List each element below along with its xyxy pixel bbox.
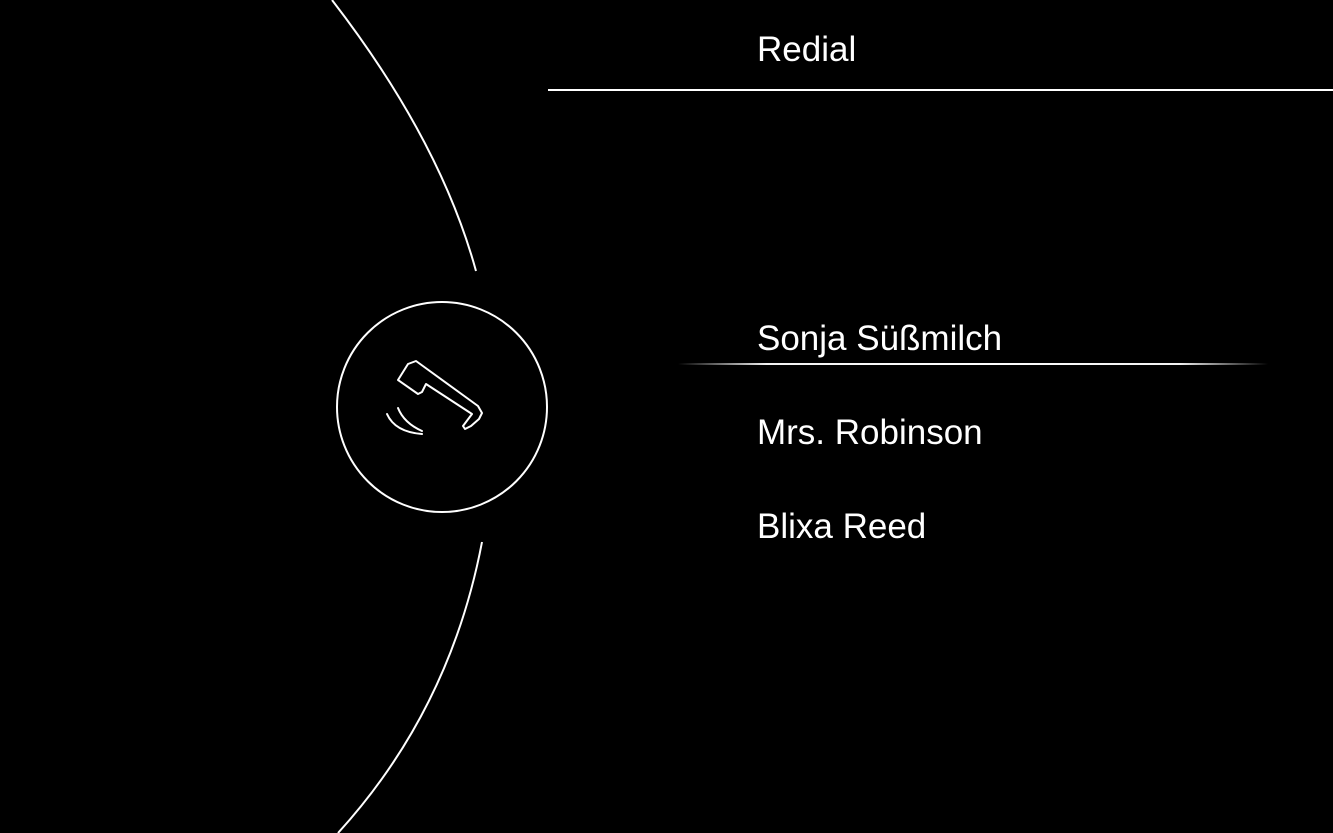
selection-indicator	[678, 363, 1268, 365]
contact-name: Mrs. Robinson	[757, 413, 983, 452]
call-button[interactable]	[336, 301, 548, 513]
phone-redial-icon	[336, 301, 548, 513]
page-title: Redial	[757, 30, 857, 69]
dial-arc-lower	[337, 541, 483, 833]
dial-arc-upper	[331, 0, 477, 272]
contact-item-robinson[interactable]: Mrs. Robinson	[678, 404, 1268, 498]
contact-item-blixa[interactable]: Blixa Reed	[678, 498, 1268, 592]
contact-list: Sonja Süßmilch Mrs. Robinson Blixa Reed	[678, 310, 1268, 592]
contact-name: Blixa Reed	[757, 507, 927, 546]
title-divider	[548, 89, 1333, 91]
contact-item-sonja[interactable]: Sonja Süßmilch	[678, 310, 1268, 404]
contact-name: Sonja Süßmilch	[757, 319, 1003, 358]
